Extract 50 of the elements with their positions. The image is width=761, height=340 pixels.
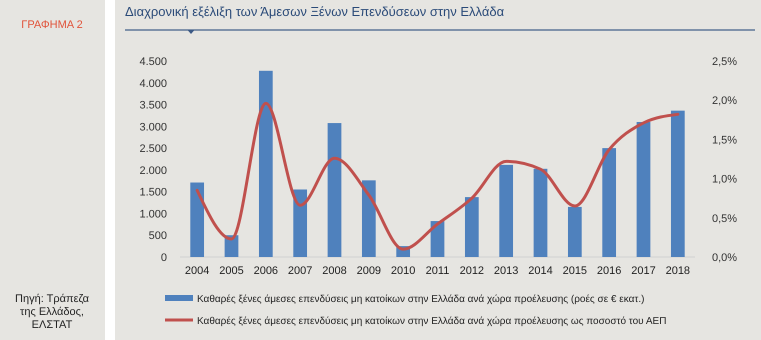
y-tick-label: 3.500 bbox=[139, 100, 167, 112]
y2-tick-label: 2,0% bbox=[712, 95, 738, 108]
bar bbox=[464, 197, 479, 257]
y-tick-label: 1.500 bbox=[139, 186, 167, 199]
y-tick-label: 2.500 bbox=[139, 143, 167, 156]
x-tick-label: 2006 bbox=[254, 265, 278, 277]
x-tick-label: 2014 bbox=[528, 265, 553, 277]
legend-label: Καθαρές ξένες άμεσες επενδύσεις μη κατοίκων στην Ελλάδα ανά χώρα προέλευσης (ροές σε € εκατ.) bbox=[197, 294, 644, 305]
line-series bbox=[196, 102, 680, 251]
text: ΓΡΑΦΗΜΑ 2 bbox=[21, 19, 83, 31]
bar bbox=[430, 221, 444, 257]
bar bbox=[293, 189, 308, 257]
text: Πηγή: Τράπεζα της Ελλάδος, ΕΛΣΤΑΤ bbox=[15, 293, 90, 331]
bar bbox=[602, 148, 616, 257]
bar bbox=[190, 182, 204, 257]
bar bbox=[534, 168, 548, 257]
x-tick-label: 2017 bbox=[631, 265, 656, 277]
bar bbox=[636, 122, 650, 257]
x-tick-label: 2009 bbox=[356, 265, 382, 277]
bar bbox=[258, 70, 273, 257]
x-tick-label: 2008 bbox=[322, 265, 347, 277]
bar bbox=[499, 164, 514, 257]
y2-tick-label: 1,5% bbox=[712, 134, 738, 146]
x-tick-label: 2007 bbox=[288, 265, 312, 277]
x-tick-label: 2010 bbox=[390, 265, 416, 277]
y-tick-label: 4.500 bbox=[139, 56, 167, 68]
chart-title: Διαχρονική εξέλιξη των Άμεσων Ξένων Επενδύσεων στην Ελλάδα bbox=[125, 4, 505, 19]
y2-tick-label: 2,5% bbox=[712, 56, 738, 68]
bar bbox=[328, 123, 342, 257]
x-tick-label: 2015 bbox=[562, 265, 588, 277]
x-tick-label: 2004 bbox=[184, 265, 210, 277]
x-tick-label: 2005 bbox=[219, 265, 244, 277]
legend-label: Καθαρές ξένες άμεσες επενδύσεις μη κατοίκων στην Ελλάδα ανά χώρα προέλευσης ως ποσοστό του ΑΕΠ bbox=[197, 316, 666, 327]
bar bbox=[362, 180, 376, 257]
x-tick-label: 2011 bbox=[426, 265, 450, 277]
y-tick-label: 1.000 bbox=[139, 208, 167, 220]
y2-tick-label: 1,0% bbox=[712, 174, 738, 186]
y-tick-label: 0 bbox=[160, 252, 167, 264]
x-tick-label: 2013 bbox=[494, 265, 518, 277]
y2-tick-label: 0,5% bbox=[712, 212, 738, 225]
y-tick-label: 4.000 bbox=[139, 78, 167, 90]
y-tick-label: 500 bbox=[148, 230, 167, 242]
y-tick-label: 3.000 bbox=[139, 121, 167, 134]
y2-tick-label: 0,0% bbox=[712, 252, 738, 264]
x-tick-label: 2018 bbox=[666, 265, 690, 277]
y-tick-label: 2.000 bbox=[139, 164, 167, 177]
x-tick-label: 2016 bbox=[596, 265, 622, 277]
bar bbox=[568, 206, 582, 257]
bar bbox=[670, 110, 685, 257]
x-tick-label: 2012 bbox=[460, 265, 484, 277]
